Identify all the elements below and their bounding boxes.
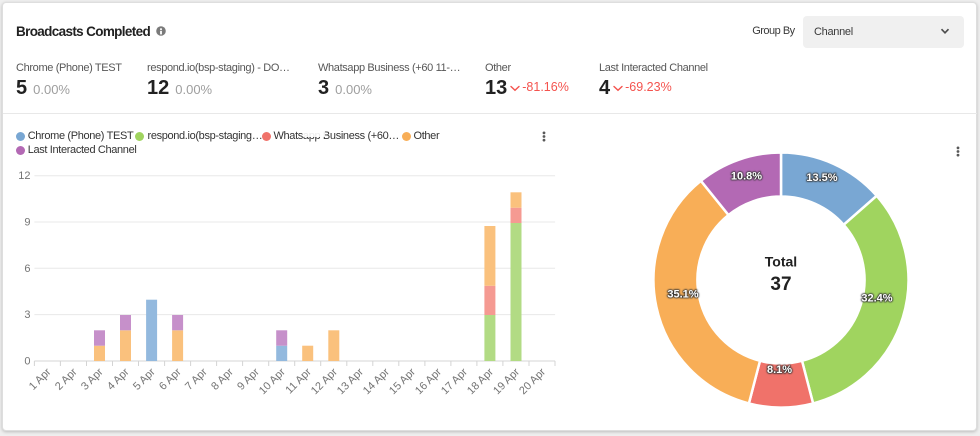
- svg-text:17 Apr: 17 Apr: [439, 366, 470, 397]
- svg-text:35.1%: 35.1%: [667, 289, 698, 301]
- svg-text:13.5%: 13.5%: [806, 172, 837, 184]
- svg-text:18 Apr: 18 Apr: [465, 366, 496, 397]
- svg-text:32.4%: 32.4%: [861, 293, 892, 305]
- svg-text:6 Apr: 6 Apr: [157, 366, 184, 393]
- svg-text:15 Apr: 15 Apr: [387, 366, 418, 397]
- svg-text:3 Apr: 3 Apr: [79, 366, 106, 393]
- svg-text:2 Apr: 2 Apr: [53, 366, 80, 393]
- svg-text:12: 12: [18, 170, 30, 182]
- svg-text:16 Apr: 16 Apr: [413, 366, 444, 397]
- svg-text:4 Apr: 4 Apr: [105, 366, 132, 393]
- svg-text:13.5%: 13.5%: [806, 172, 837, 184]
- svg-text:19 Apr: 19 Apr: [491, 366, 522, 397]
- svg-text:10 Apr: 10 Apr: [257, 366, 288, 397]
- svg-text:11 Apr: 11 Apr: [283, 366, 314, 397]
- svg-text:8.1%: 8.1%: [767, 364, 792, 376]
- svg-text:0: 0: [24, 356, 30, 368]
- svg-text:8.1%: 8.1%: [767, 364, 792, 376]
- svg-text:3: 3: [24, 309, 30, 321]
- svg-text:Total: Total: [765, 254, 797, 270]
- svg-text:1 Apr: 1 Apr: [27, 366, 54, 393]
- svg-text:9: 9: [24, 217, 30, 229]
- svg-text:8 Apr: 8 Apr: [209, 366, 236, 393]
- svg-text:5 Apr: 5 Apr: [131, 366, 158, 393]
- svg-text:20 Apr: 20 Apr: [517, 366, 548, 397]
- svg-text:12 Apr: 12 Apr: [309, 366, 340, 397]
- svg-text:10.8%: 10.8%: [731, 170, 762, 182]
- svg-text:13 Apr: 13 Apr: [335, 366, 366, 397]
- svg-text:6: 6: [24, 263, 30, 275]
- svg-text:35.1%: 35.1%: [667, 289, 698, 301]
- svg-text:37: 37: [770, 274, 791, 295]
- svg-text:7 Apr: 7 Apr: [183, 366, 210, 393]
- svg-text:32.4%: 32.4%: [861, 293, 892, 305]
- svg-text:14 Apr: 14 Apr: [361, 366, 392, 397]
- svg-text:10.8%: 10.8%: [731, 170, 762, 182]
